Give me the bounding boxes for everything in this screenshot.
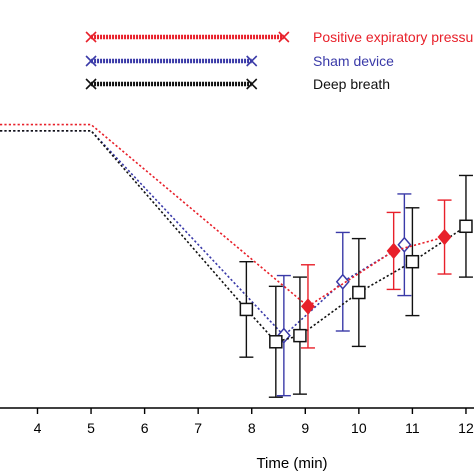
x-tick-label: 7 [194,420,202,436]
data-point [335,273,350,290]
data-point [405,254,420,269]
legend-x-marker [85,55,97,67]
plot-area [0,123,473,398]
series-0 [0,123,452,349]
legend-x-marker [278,31,290,43]
x-tick-label: 5 [87,420,95,436]
series-line [0,123,445,308]
x-tick-label: 9 [301,420,309,436]
legend-x-marker [246,78,258,90]
data-point [300,298,315,315]
legend-label: Sham device [313,53,394,69]
legend-entry-2: Deep breath [85,76,390,92]
x-axis-title: Time (min) [256,455,327,472]
legend: Positive expiratory pressure Sham device D… [85,29,474,92]
legend-label: Positive expiratory pressure [313,29,474,45]
legend-entry-1: Sham device [85,53,394,69]
legend-label: Deep breath [313,76,390,92]
legend-x-marker [85,78,97,90]
x-tick-label: 6 [141,420,149,436]
data-point [269,335,283,349]
series-1 [0,130,412,397]
data-point [293,328,307,343]
x-tick-label: 8 [248,420,256,436]
series-line [0,130,467,343]
legend-entry-0: Positive expiratory pressure [85,29,474,45]
series-2 [0,130,473,398]
data-point [352,285,366,300]
data-point [437,228,452,246]
x-tick-label: 12 [458,420,474,436]
data-point [459,219,473,234]
x-tick-label: 4 [34,420,42,436]
x-axis: 4 5 6 7 8 9 10 11 12 [0,407,474,436]
series-line [0,130,405,337]
x-tick-label: 10 [351,420,367,436]
legend-x-marker [246,55,258,67]
data-point [239,302,254,317]
data-point [397,236,412,253]
data-point [386,242,401,260]
x-tick-label: 11 [405,420,420,436]
legend-x-marker [85,31,97,43]
